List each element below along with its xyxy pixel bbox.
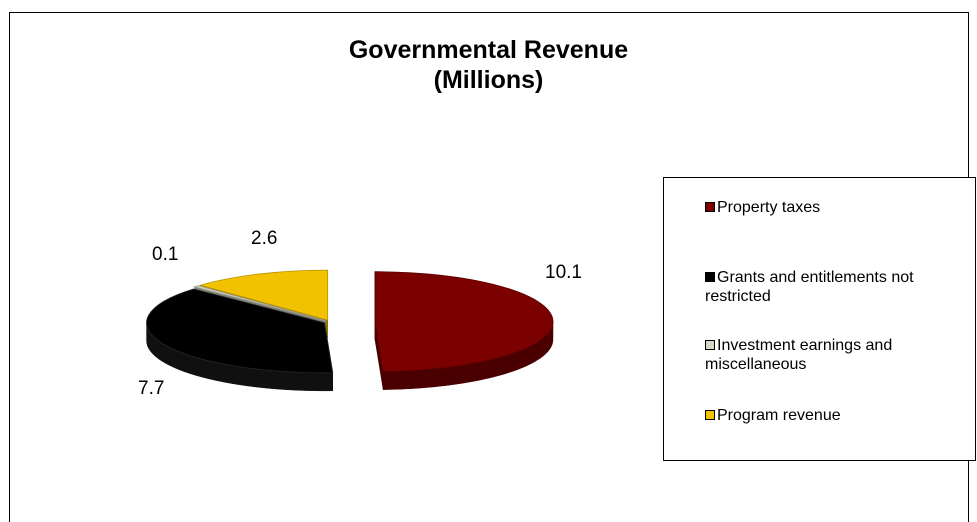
data-label-investment: 0.1: [152, 244, 178, 265]
pie-slice-grants: [146, 288, 334, 392]
legend-swatch-property-taxes: [705, 202, 715, 212]
pie-slices: [146, 269, 554, 392]
pie-slice-top-program-revenue: [198, 269, 329, 321]
legend-swatch-investment: [705, 340, 715, 350]
legend-label-property-taxes: Property taxes: [717, 199, 821, 216]
legend-label-grants: Grants and entitlements not restricted: [705, 269, 914, 305]
pie-slice-top-investment: [193, 285, 326, 322]
data-label-property-taxes: 10.1: [545, 262, 582, 283]
legend-label-investment: Investment earnings and miscellaneous: [705, 337, 893, 373]
pie-slice-property-taxes: [374, 271, 554, 390]
legend-item-grants: Grants and entitlements not restricted: [705, 268, 965, 306]
chart-title-line-1: Governmental Revenue: [348, 36, 629, 64]
pie-chart: 10.1 7.7 0.1 2.6: [138, 228, 582, 399]
legend-item-program-revenue: Program revenue: [705, 406, 965, 425]
chart-legend: Property taxes Grants and entitlements n…: [663, 177, 976, 461]
legend-swatch-program-revenue: [705, 410, 715, 420]
data-label-grants: 7.7: [138, 378, 164, 399]
chart-title-line-2: (Millions): [433, 66, 544, 94]
legend-swatch-grants: [705, 272, 715, 282]
legend-label-program-revenue: Program revenue: [717, 407, 841, 424]
legend-item-property-taxes: Property taxes: [705, 198, 965, 217]
data-label-program-revenue: 2.6: [251, 228, 277, 249]
pie-slice-top-grants: [146, 288, 334, 374]
pie-slice-top-property-taxes: [374, 271, 554, 373]
pie-data-labels: 10.1 7.7 0.1 2.6: [138, 228, 582, 399]
chart-title: Governmental Revenue (Millions): [0, 35, 977, 95]
legend-item-investment: Investment earnings and miscellaneous: [705, 336, 965, 374]
